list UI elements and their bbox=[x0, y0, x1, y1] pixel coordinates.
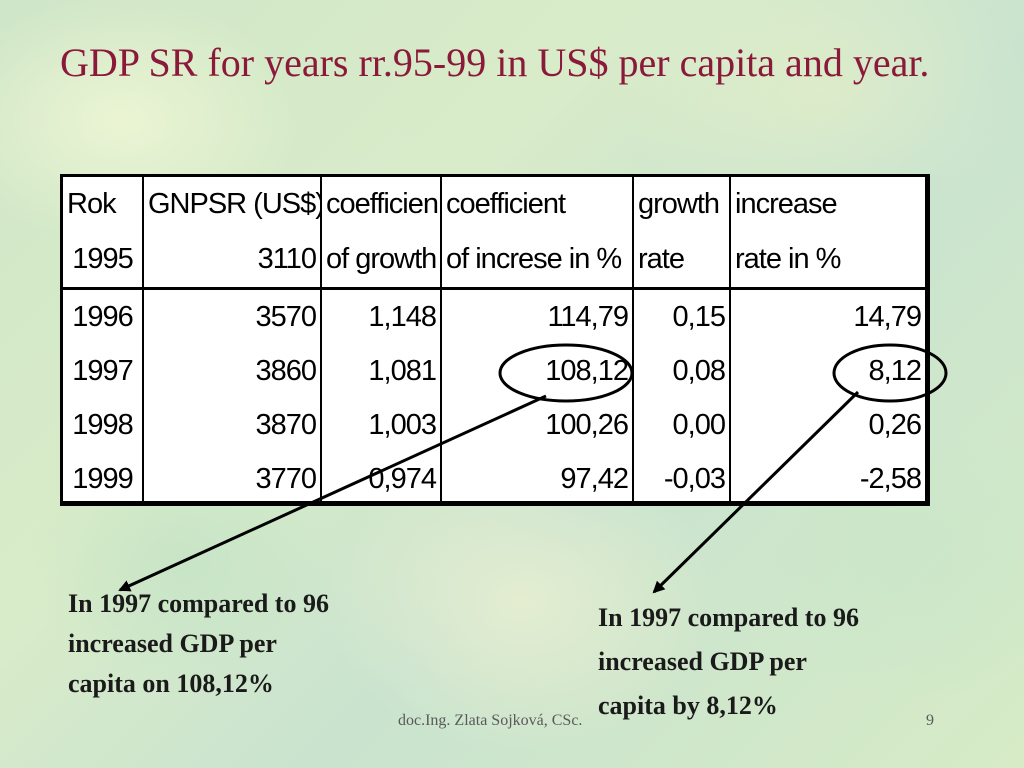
header-rok: Rok bbox=[67, 188, 117, 220]
annotation-right: In 1997 compared to 96 increased GDP per… bbox=[598, 596, 859, 728]
cell-increase-rate: 8,12 bbox=[729, 344, 925, 398]
annotation-left-line2: increased GDP per bbox=[68, 629, 277, 658]
cell-coef-increase: 108,12 bbox=[440, 344, 633, 398]
annotation-left: In 1997 compared to 96 increased GDP per… bbox=[68, 584, 329, 704]
cell-gnpsr: 3870 bbox=[142, 398, 321, 452]
footer-author: doc.Ing. Zlata Sojková, CSc. bbox=[398, 712, 583, 729]
cell-year: 1996 bbox=[72, 300, 134, 333]
table-header-row-top: Rok GNPSR (US$) coefficien coefficient g… bbox=[63, 177, 925, 232]
cell-year: 1995 bbox=[63, 232, 143, 290]
cell-growth-rate: -0,03 bbox=[632, 452, 730, 506]
cell-increase-rate: 14,79 bbox=[729, 288, 925, 344]
table-row: 1997 3860 1,081 108,12 0,08 8,12 bbox=[63, 344, 925, 398]
header-increase-rate: increase bbox=[729, 177, 925, 232]
table-row: 1998 3870 1,003 100,26 0,00 0,26 bbox=[63, 398, 925, 452]
cell-coef-growth: 1,081 bbox=[320, 344, 441, 398]
annotation-left-line3: capita on 108,12% bbox=[68, 669, 274, 698]
cell-coef-growth: 1,003 bbox=[320, 398, 441, 452]
cell-growth-rate: 0,15 bbox=[632, 288, 730, 344]
header-growth-rate-line2: rate bbox=[632, 232, 730, 290]
cell-growth-rate: 0,08 bbox=[632, 344, 730, 398]
cell-gnpsr: 3770 bbox=[142, 452, 321, 506]
cell-year: 1997 bbox=[72, 354, 134, 387]
cell-year: 1998 bbox=[72, 408, 134, 441]
table-row: 1999 3770 0,974 97,42 -0,03 -2,58 bbox=[63, 452, 925, 506]
header-coefficient-increase: coefficient bbox=[440, 177, 633, 232]
header-coefficient-increase-line2: of increse in % bbox=[440, 232, 633, 290]
cell-gnpsr: 3110 bbox=[142, 232, 321, 290]
annotation-right-line3: capita by 8,12% bbox=[598, 691, 778, 720]
annotation-left-line1: In 1997 compared to 96 bbox=[68, 589, 329, 618]
header-coefficient-growth-line2: of growth bbox=[320, 232, 441, 290]
cell-coef-increase: 114,79 bbox=[440, 288, 633, 344]
header-gnpsr: GNPSR (US$) bbox=[142, 177, 321, 232]
cell-year: 1999 bbox=[72, 462, 134, 495]
header-increase-rate-line2: rate in % bbox=[729, 232, 925, 290]
cell-increase-rate: -2,58 bbox=[729, 452, 925, 506]
table-row: 1996 3570 1,148 114,79 0,15 14,79 bbox=[63, 288, 925, 344]
header-coefficient-growth: coefficien bbox=[320, 177, 441, 232]
cell-coef-increase: 100,26 bbox=[440, 398, 633, 452]
cell-coef-increase: 97,42 bbox=[440, 452, 633, 506]
annotation-right-line2: increased GDP per bbox=[598, 647, 807, 676]
header-growth-rate: growth bbox=[632, 177, 730, 232]
cell-growth-rate: 0,00 bbox=[632, 398, 730, 452]
slide-title: GDP SR for years rr.95-99 in US$ per cap… bbox=[60, 40, 930, 85]
cell-coef-growth: 0,974 bbox=[320, 452, 441, 506]
cell-gnpsr: 3860 bbox=[142, 344, 321, 398]
cell-coef-growth: 1,148 bbox=[320, 288, 441, 344]
cell-gnpsr: 3570 bbox=[142, 288, 321, 344]
table-header-row-bottom: 1995 3110 of growth of increse in % rate… bbox=[63, 232, 925, 290]
cell-increase-rate: 0,26 bbox=[729, 398, 925, 452]
annotation-right-line1: In 1997 compared to 96 bbox=[598, 603, 859, 632]
page-number: 9 bbox=[926, 712, 934, 729]
gdp-table: Rok GNPSR (US$) coefficien coefficient g… bbox=[60, 174, 930, 506]
